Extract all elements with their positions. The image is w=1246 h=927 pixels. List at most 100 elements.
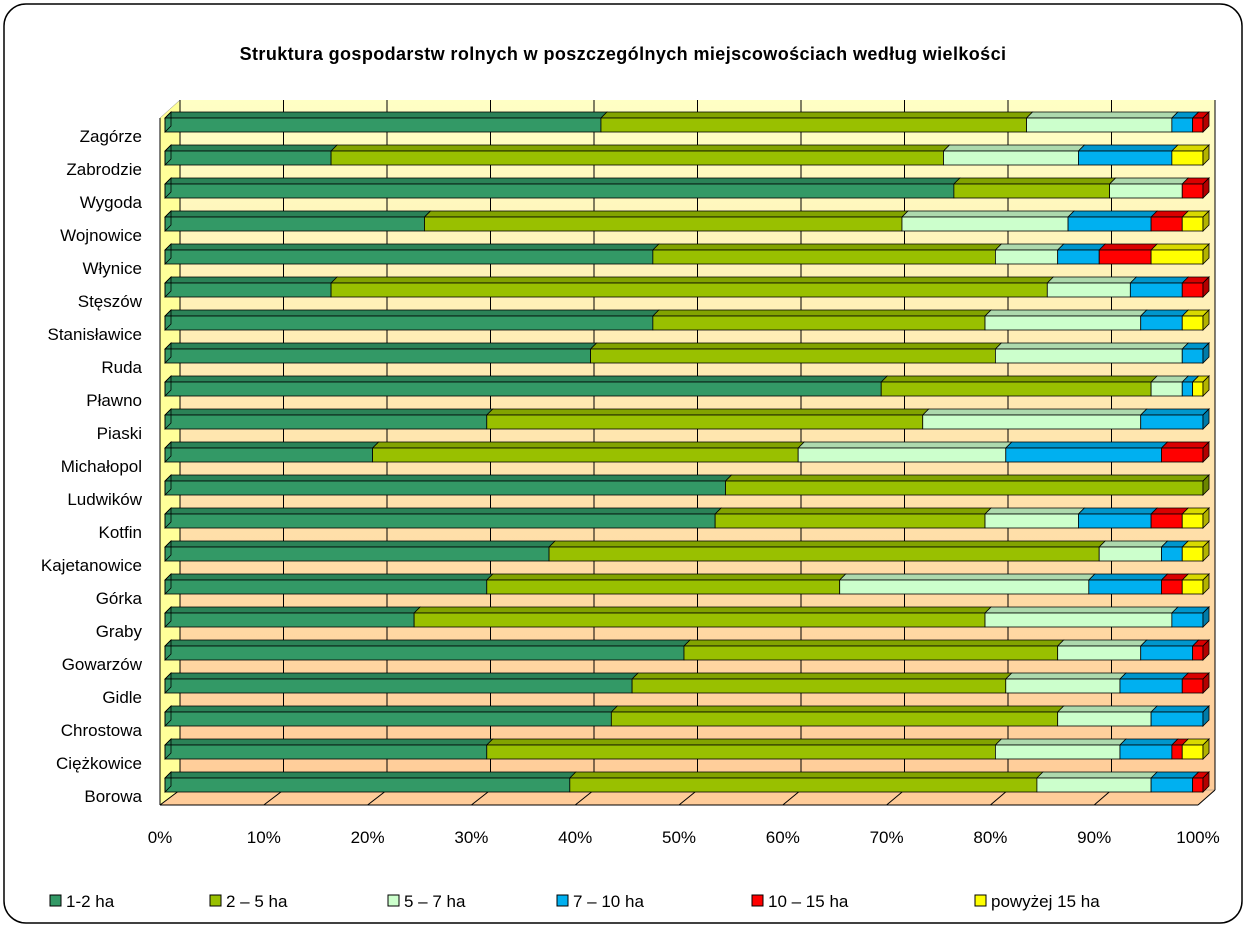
bar	[1119, 678, 1183, 694]
y-tick-label: Gidle	[102, 688, 142, 707]
y-tick-label: Stęszów	[78, 292, 143, 311]
x-tick-label: 70%	[870, 828, 904, 847]
bar	[1057, 249, 1100, 265]
bar	[1171, 117, 1194, 133]
bar-start	[164, 375, 172, 397]
bar	[995, 348, 1183, 364]
y-tick-label: Kotfin	[99, 523, 142, 542]
bar	[164, 579, 488, 595]
bar	[413, 612, 986, 628]
bar-top	[413, 606, 992, 614]
bar-top	[952, 177, 1117, 185]
bar	[1161, 447, 1204, 463]
bar	[1181, 216, 1204, 232]
bar-top	[330, 144, 951, 152]
bar	[164, 315, 654, 331]
bar	[953, 183, 1110, 199]
bar-end	[1202, 474, 1210, 496]
bar	[1181, 678, 1204, 694]
bar	[1057, 645, 1142, 661]
bar-top	[942, 144, 1086, 152]
bar-top	[1056, 243, 1107, 251]
bar-top	[164, 408, 494, 416]
bar-start	[164, 342, 172, 364]
legend-label: powyżej 15 ha	[991, 892, 1100, 911]
bar	[548, 546, 1100, 562]
bar-top	[610, 705, 1065, 713]
legend-label: 5 – 7 ha	[404, 892, 466, 911]
bar-top	[164, 276, 339, 284]
bar-top	[164, 771, 577, 779]
x-tick-label: 0%	[148, 828, 173, 847]
bar	[164, 348, 591, 364]
bar	[1088, 579, 1162, 595]
bar	[1140, 414, 1204, 430]
bar	[164, 513, 716, 529]
y-tick-label: Piaski	[97, 424, 142, 443]
bar	[1192, 117, 1204, 133]
bar	[164, 480, 726, 496]
bar-top	[683, 639, 1065, 647]
bar	[1161, 546, 1183, 562]
bar-start	[164, 309, 172, 331]
y-tick-label: Chrostowa	[61, 721, 143, 740]
bar	[995, 744, 1121, 760]
bar	[1181, 546, 1204, 562]
y-tick-label: Kajetanowice	[41, 556, 142, 575]
bar-start	[164, 276, 172, 298]
bar	[652, 315, 986, 331]
bar-start	[164, 507, 172, 529]
bar-start	[164, 639, 172, 661]
bar-top	[164, 243, 660, 251]
bar-top	[797, 441, 1013, 449]
legend-label: 10 – 15 ha	[768, 892, 849, 911]
legend-swatch	[49, 894, 62, 907]
bar-top	[164, 672, 640, 680]
bar-top	[164, 474, 733, 482]
bar	[610, 711, 1059, 727]
bar-top	[164, 606, 422, 614]
bar-top	[880, 375, 1159, 383]
y-tick-label: Borowa	[84, 787, 142, 806]
bar-top	[164, 210, 432, 218]
bar	[1098, 249, 1152, 265]
y-tick-label: Graby	[96, 622, 143, 641]
bar-start	[164, 243, 172, 265]
bar	[1181, 744, 1204, 760]
bar-top	[1046, 276, 1138, 284]
bar-start	[164, 606, 172, 628]
bar	[797, 447, 1007, 463]
bar	[1078, 150, 1173, 166]
bar	[1171, 150, 1204, 166]
bar	[1181, 282, 1204, 298]
bar-top	[1077, 144, 1179, 152]
bar-end	[1202, 705, 1210, 727]
bar-top	[994, 342, 1190, 350]
bar-top	[371, 441, 806, 449]
bar-top	[599, 111, 1034, 119]
bar	[1171, 744, 1183, 760]
bar-top	[1004, 672, 1127, 680]
y-tick-label: Michałopol	[61, 457, 142, 476]
bar-top	[164, 540, 557, 548]
bar-top	[164, 573, 494, 581]
chart-title: Struktura gospodarstw rolnych w poszczeg…	[239, 44, 1007, 64]
bar	[714, 513, 986, 529]
x-tick-label: 30%	[454, 828, 488, 847]
legend-label: 2 – 5 ha	[226, 892, 288, 911]
bar-top	[1150, 243, 1210, 251]
bar-top	[984, 309, 1148, 317]
bar	[1140, 645, 1194, 661]
bar	[1150, 249, 1204, 265]
bar	[880, 381, 1152, 397]
bar	[164, 711, 612, 727]
bar	[164, 744, 488, 760]
bar-start	[164, 177, 172, 199]
bar-end	[1202, 144, 1210, 166]
bar-top	[1056, 639, 1148, 647]
bar-top	[1025, 111, 1179, 119]
x-tick-label: 80%	[973, 828, 1007, 847]
grid-line-floor	[1197, 789, 1216, 806]
bar-top	[1035, 771, 1159, 779]
